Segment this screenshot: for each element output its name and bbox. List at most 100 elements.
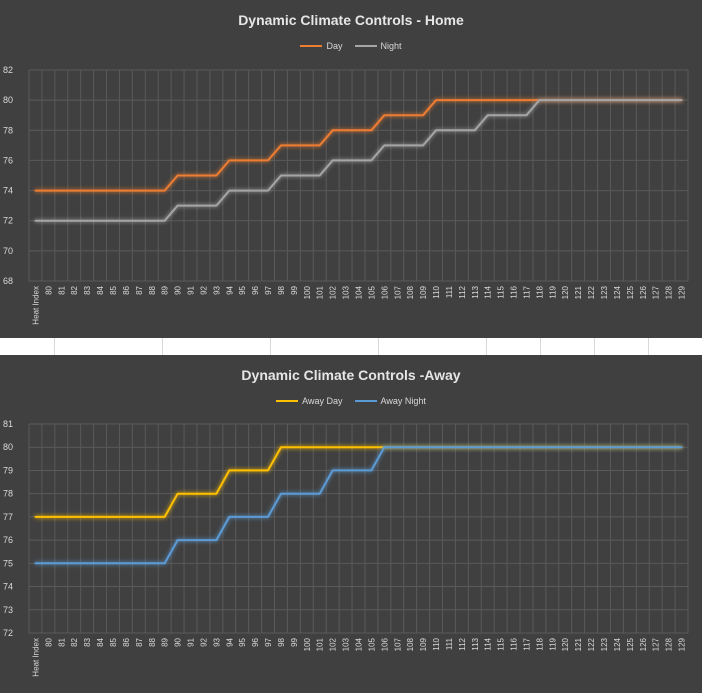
legend-swatch-day xyxy=(300,45,323,47)
x-tick-label: Heat Index xyxy=(31,286,40,325)
x-tick-label: 83 xyxy=(83,637,92,646)
x-tick-label: 99 xyxy=(290,637,299,646)
x-tick-label: 125 xyxy=(626,285,635,299)
x-tick-label: 108 xyxy=(406,637,415,651)
x-tick-label: 91 xyxy=(187,637,196,646)
y-tick-label: 73 xyxy=(3,605,13,615)
x-tick-label: 104 xyxy=(355,285,364,299)
x-tick-label: 81 xyxy=(57,637,66,646)
x-tick-label: 86 xyxy=(122,637,131,646)
x-tick-label: 126 xyxy=(639,285,648,299)
x-tick-label: 129 xyxy=(678,637,687,651)
y-tick-label: 80 xyxy=(3,95,13,105)
x-tick-label: 128 xyxy=(665,637,674,651)
x-tick-label: 97 xyxy=(264,637,273,646)
y-tick-label: 74 xyxy=(3,186,13,196)
y-tick-label: 76 xyxy=(3,535,13,545)
x-tick-label: 120 xyxy=(561,637,570,651)
legend-swatch-night xyxy=(354,45,377,47)
x-tick-label: 121 xyxy=(574,637,583,651)
series-line-away-night xyxy=(34,446,683,565)
plot-area-away: 72 73 74 75 76 77 78 79 80 81 Heat Index 80 81 82 83 84… xyxy=(3,419,689,677)
x-tick-label: 87 xyxy=(135,285,144,294)
x-tick-label: 89 xyxy=(161,637,170,646)
x-tick-label: 118 xyxy=(535,637,544,650)
x-tick-label: 87 xyxy=(135,637,144,646)
y-tick-label: 82 xyxy=(3,65,13,75)
legend-label-night: Night xyxy=(380,41,402,51)
x-tick-label: 104 xyxy=(355,637,364,651)
x-tick-label: 80 xyxy=(44,285,53,294)
legend-swatch-away-day xyxy=(276,400,299,402)
x-tick-label: 117 xyxy=(522,637,531,650)
x-tick-label: 95 xyxy=(238,637,247,646)
x-tick-label: 96 xyxy=(251,637,260,646)
legend: Away Day Away Night xyxy=(0,396,702,406)
legend: Day Night xyxy=(0,41,702,51)
x-tick-label: 94 xyxy=(225,637,234,646)
spreadsheet-gap xyxy=(0,338,702,355)
x-tick-label: 97 xyxy=(264,285,273,294)
x-tick-label: 112 xyxy=(458,637,467,650)
x-tick-label: 85 xyxy=(109,285,118,294)
x-tick-label: 107 xyxy=(393,285,402,299)
chart-home: Dynamic Climate Controls - Home Day Nigh… xyxy=(0,0,702,338)
x-tick-label: 113 xyxy=(471,637,480,650)
x-tick-label: 116 xyxy=(510,637,519,650)
x-tick-label: 86 xyxy=(122,285,131,294)
x-tick-label: 98 xyxy=(277,637,286,646)
y-tick-label: 72 xyxy=(3,216,13,226)
x-tick-label: 118 xyxy=(535,285,544,298)
x-tick-label: 90 xyxy=(174,285,183,294)
y-tick-label: 78 xyxy=(3,125,13,135)
legend-label-away-day: Away Day xyxy=(302,396,343,406)
x-tick-label: 127 xyxy=(652,637,661,651)
x-tick-label: 102 xyxy=(329,285,338,299)
y-tick-label: 77 xyxy=(3,512,13,522)
x-tick-label: 115 xyxy=(497,637,506,650)
x-tick-label: 103 xyxy=(342,285,351,299)
legend-item-away-day: Away Day xyxy=(276,396,343,406)
chart-away: Dynamic Climate Controls -Away Away Day … xyxy=(0,355,702,693)
y-tick-label: 70 xyxy=(3,246,13,256)
x-tick-label: 84 xyxy=(96,637,105,646)
x-tick-label: 112 xyxy=(458,285,467,298)
y-tick-label: 72 xyxy=(3,628,13,638)
x-tick-label: 95 xyxy=(238,285,247,294)
x-tick-label: 117 xyxy=(522,285,531,298)
x-tick-label: 85 xyxy=(109,637,118,646)
x-tick-label: 110 xyxy=(432,285,441,298)
y-tick-label: 74 xyxy=(3,582,13,592)
series-line-night xyxy=(34,99,683,222)
y-tick-label: 75 xyxy=(3,558,13,568)
x-tick-label: 123 xyxy=(600,637,609,651)
x-tick-label: 114 xyxy=(484,637,493,650)
y-tick-label: 68 xyxy=(3,276,13,286)
y-tick-label: 78 xyxy=(3,489,13,499)
x-tick-label: 109 xyxy=(419,285,428,299)
legend-item-day: Day xyxy=(300,41,343,51)
x-tick-label: 93 xyxy=(212,285,221,294)
chart-title: Dynamic Climate Controls - Home xyxy=(238,12,464,28)
x-tick-label: 124 xyxy=(613,285,622,299)
x-tick-label: 90 xyxy=(174,637,183,646)
x-tick-label: 94 xyxy=(225,285,234,294)
x-tick-label: 91 xyxy=(187,285,196,294)
x-tick-label: 89 xyxy=(161,285,170,294)
x-tick-label: 119 xyxy=(548,285,557,298)
x-tick-label: 105 xyxy=(367,285,376,299)
x-tick-label: 102 xyxy=(329,637,338,651)
x-tick-label: 107 xyxy=(393,637,402,651)
y-tick-label: 79 xyxy=(3,465,13,475)
x-tick-label: 129 xyxy=(678,285,687,299)
x-tick-label: 106 xyxy=(380,285,389,299)
legend-swatch-away-night xyxy=(354,400,377,402)
x-tick-label: 101 xyxy=(316,285,325,299)
x-tick-label: 106 xyxy=(380,637,389,651)
x-tick-label: 109 xyxy=(419,637,428,651)
x-tick-label: 125 xyxy=(626,637,635,651)
legend-item-night: Night xyxy=(354,41,402,51)
x-tick-label: 93 xyxy=(212,637,221,646)
x-tick-label: 88 xyxy=(148,285,157,294)
x-tick-label: 126 xyxy=(639,637,648,651)
